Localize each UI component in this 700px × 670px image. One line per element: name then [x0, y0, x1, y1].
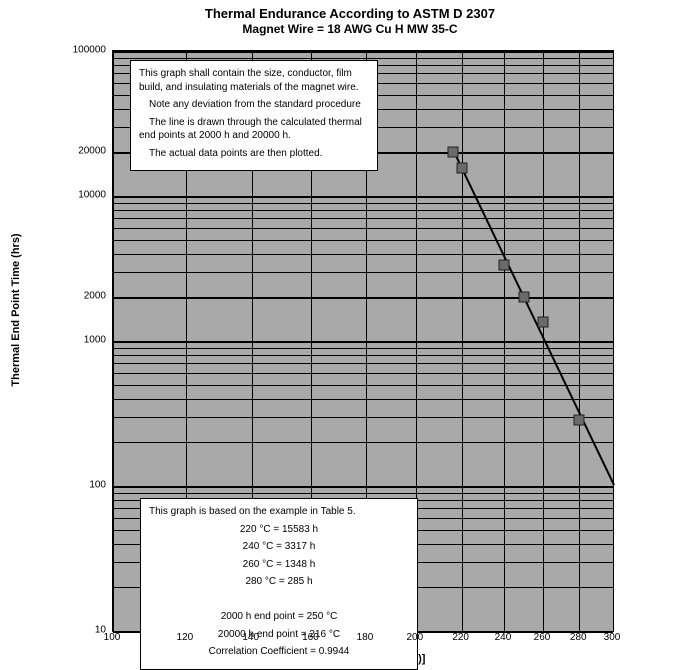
note-line: This graph shall contain the size, condu…: [139, 67, 369, 94]
note-line: Correlation Coefficient = 0.9944: [149, 645, 409, 659]
gridline-horizontal: [113, 254, 613, 255]
gridline-horizontal: [113, 196, 613, 198]
gridline-horizontal: [113, 355, 613, 356]
y-tick-label: 100: [66, 480, 106, 491]
note-line: Note any deviation from the standard pro…: [139, 98, 369, 112]
title-line2: Magnet Wire = 18 AWG Cu H MW 35-C: [0, 22, 700, 36]
note-head: This graph is based on the example in Ta…: [149, 505, 409, 519]
data-marker: [498, 260, 509, 271]
y-tick-label: 2000: [66, 291, 106, 302]
gridline-horizontal: [113, 51, 613, 53]
gridline-horizontal: [113, 363, 613, 364]
gridline-horizontal: [113, 486, 613, 488]
y-tick-label: 100000: [66, 45, 106, 56]
gridline-horizontal: [113, 218, 613, 219]
gridline-horizontal: [113, 348, 613, 349]
y-tick-label: 10000: [66, 190, 106, 201]
gridline-horizontal: [113, 240, 613, 241]
x-tick-label: 280: [570, 632, 587, 643]
data-marker: [538, 317, 549, 328]
note-line: The actual data points are then plotted.: [139, 147, 369, 161]
note-line: The line is drawn through the calculated…: [139, 116, 369, 143]
y-tick-label: 1000: [66, 335, 106, 346]
y-tick-label: 20000: [66, 146, 106, 157]
annotation-bottom: This graph is based on the example in Ta…: [140, 498, 418, 670]
gridline-horizontal: [113, 341, 613, 343]
y-axis-label: Thermal End Point Time (hrs): [10, 160, 22, 460]
gridline-horizontal: [113, 272, 613, 273]
note-line: 220 °C = 15583 h: [149, 523, 409, 537]
note-line: 280 °C = 285 h: [149, 575, 409, 589]
data-marker: [574, 415, 585, 426]
x-tick-label: 160: [302, 632, 319, 643]
x-tick-label: 220: [452, 632, 469, 643]
gridline-horizontal: [113, 210, 613, 211]
gridline-horizontal: [113, 442, 613, 443]
gridline-horizontal: [113, 385, 613, 386]
gridline-horizontal: [113, 58, 613, 59]
x-tick-label: 140: [242, 632, 259, 643]
x-tick-label: 300: [604, 632, 621, 643]
annotation-top: This graph shall contain the size, condu…: [130, 60, 378, 171]
gridline-horizontal: [113, 228, 613, 229]
gridline-horizontal: [113, 297, 613, 299]
x-tick-label: 100: [104, 632, 121, 643]
chart-root: Thermal Endurance According to ASTM D 23…: [0, 0, 700, 669]
note-line: 2000 h end point = 250 °C: [149, 610, 409, 624]
endpoint-marker: [518, 292, 529, 303]
x-tick-label: 240: [495, 632, 512, 643]
x-tick-label: 200: [406, 632, 423, 643]
x-tick-label: 180: [357, 632, 374, 643]
gridline-horizontal: [113, 399, 613, 400]
gridline-horizontal: [113, 417, 613, 418]
note-line: 240 °C = 3317 h: [149, 540, 409, 554]
endpoint-marker: [447, 147, 458, 158]
x-tick-label: 120: [177, 632, 194, 643]
chart-title: Thermal Endurance According to ASTM D 23…: [0, 6, 700, 36]
x-tick-label: 260: [534, 632, 551, 643]
title-line1: Thermal Endurance According to ASTM D 23…: [205, 6, 495, 21]
gridline-horizontal: [113, 493, 613, 494]
gridline-horizontal: [113, 203, 613, 204]
note-line: 260 °C = 1348 h: [149, 558, 409, 572]
gridline-vertical: [613, 51, 614, 631]
data-marker: [456, 163, 467, 174]
y-tick-label: 10: [66, 625, 106, 636]
gridline-horizontal: [113, 373, 613, 374]
